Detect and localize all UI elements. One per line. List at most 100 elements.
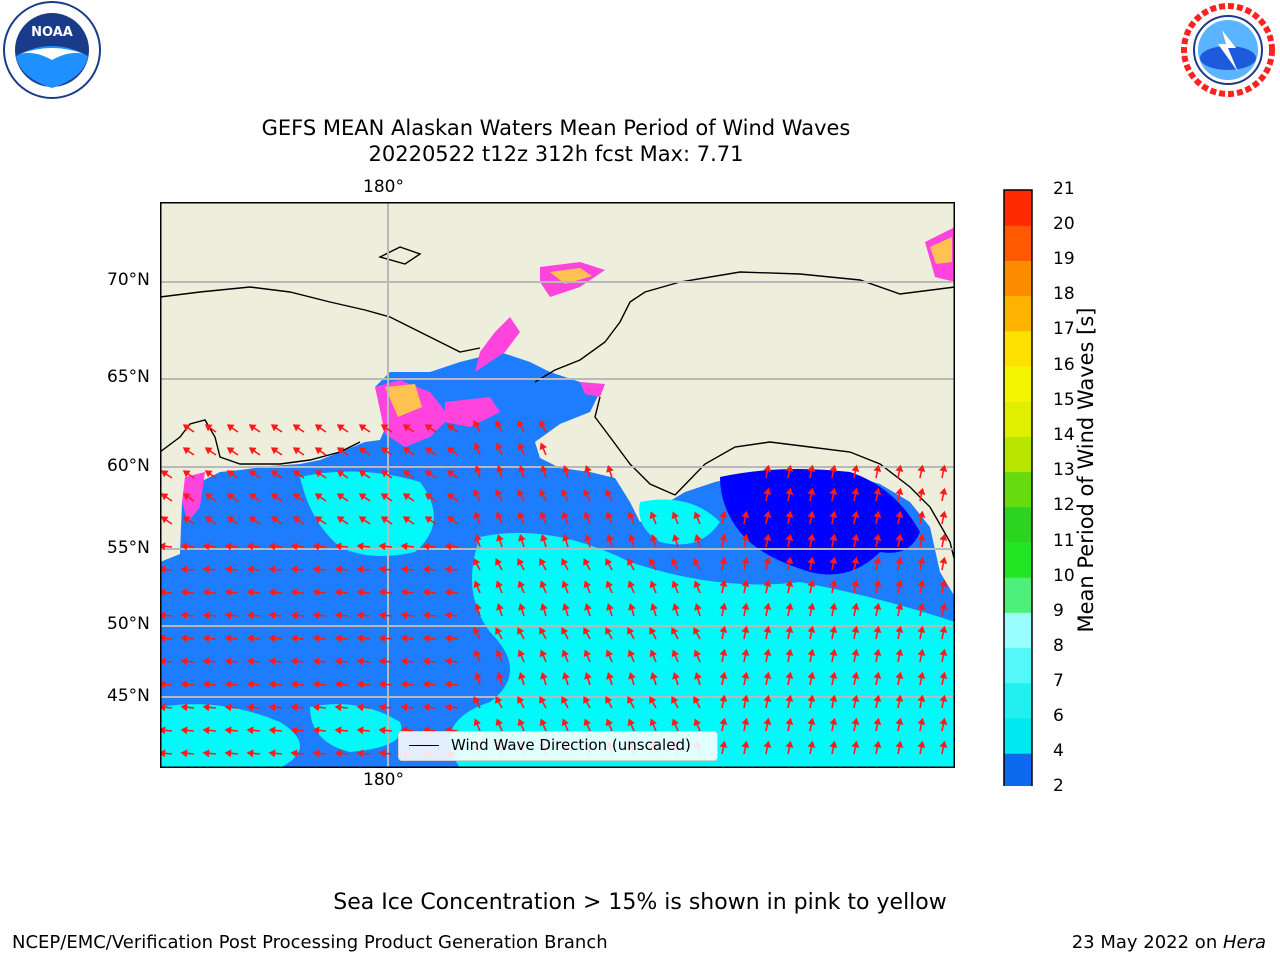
wind-wave-arrow-head [336,424,345,432]
wind-wave-arrow-head [719,694,728,703]
wind-wave-arrow-head [334,611,342,620]
wind-wave-arrow-head [518,465,526,473]
title-line-2: 20220522 t12z 312h fcst Max: 7.71 [368,142,744,166]
wind-wave-arrow-head [180,611,188,620]
wind-wave-arrow-head [719,510,728,519]
wind-wave-arrow-head [473,696,481,704]
wind-wave-arrow-head [939,648,948,657]
wind-wave-arrow-head [807,464,816,473]
colorbar-tick-19: 19 [1053,249,1075,269]
wind-wave-arrow-head [939,602,948,611]
wind-wave-arrow-head [694,534,702,542]
wind-wave-arrow-head [763,487,772,496]
wind-wave-arrow-head [312,657,320,666]
wind-wave-arrow-head [358,516,367,524]
wind-wave-arrow-head [224,634,232,643]
wind-wave-arrow-head [378,657,386,666]
wind-wave-arrow-head [939,533,948,542]
wind-wave-arrow-head [422,542,430,551]
colorbar-segment [1004,718,1032,754]
wind-wave-arrow-head [873,671,882,680]
wind-wave-arrow-head [851,510,860,519]
wind-wave-arrow-head [917,648,926,657]
wind-wave-arrow-head [334,588,342,597]
wind-wave-arrow-head [517,442,525,451]
wind-wave-arrow-head [741,533,750,542]
wind-wave-arrow-head [807,579,816,588]
wind-wave-arrow-head [422,565,430,574]
wind-wave-arrow-head [160,680,166,689]
wind-wave-arrow-head [741,556,750,565]
wind-wave-arrow-head [314,470,323,478]
wind-wave-arrow-head [719,648,728,657]
wind-wave-arrow-head [829,740,838,749]
wind-wave-arrow-head [290,542,298,551]
wind-wave-arrow-head [473,489,481,497]
wind-wave-arrow-head [246,703,254,712]
wind-wave-arrow-head [807,556,816,565]
wind-wave-arrow-head [334,726,342,735]
wind-wave-arrow-head [402,447,411,455]
wind-wave-arrow-head [356,657,364,666]
wind-wave-arrow-head [290,703,298,712]
wind-wave-arrow-head [160,657,166,666]
wind-wave-arrow-head [561,511,569,520]
wind-wave-arrow-head [873,694,882,703]
wind-wave-arrow-head [606,603,614,611]
wind-wave-arrow-head [562,672,570,680]
wind-wave-arrow-head [444,680,452,689]
wind-wave-arrow-head [378,680,386,689]
wind-wave-arrow-head [202,749,210,758]
wind-wave-arrow-head [182,424,191,432]
wind-wave-arrow-head [496,534,504,542]
wind-wave-arrow-head [180,726,188,735]
colorbar-segment [1004,753,1032,786]
wind-wave-arrow-head [334,542,342,551]
map-legend: Wind Wave Direction (unscaled) [398,731,718,761]
wind-wave-arrow-head [424,493,433,501]
wind-wave-arrow-head [160,493,169,501]
wind-wave-arrow-head [446,470,455,478]
wind-wave-arrow-head [785,487,794,496]
wind-wave-arrow-head [649,718,657,727]
wind-wave-arrow-head [873,740,882,749]
wind-wave-arrow-head [829,694,838,703]
wind-wave-arrow-head [939,717,948,726]
colorbar-tick-10: 10 [1053,566,1075,586]
wind-wave-arrow-head [517,718,525,727]
wind-wave-arrow-head [334,703,342,712]
colorbar-segment [1004,682,1032,719]
wind-wave-arrow-head [270,470,279,478]
wind-wave-arrow-head [561,718,569,727]
wind-wave-arrow-head [561,627,569,635]
wind-wave-arrow-head [583,649,591,658]
wind-wave-arrow-head [518,534,526,542]
wind-wave-arrow-head [378,565,386,574]
wind-wave-arrow-head [741,510,750,519]
wind-wave-arrow-head [829,579,838,588]
wind-wave-arrow-head [202,657,210,666]
wind-wave-arrow-head [671,558,679,566]
wind-wave-arrow-head [763,625,772,634]
wind-wave-arrow-head [474,603,482,611]
wind-wave-arrow-head [290,726,298,735]
wind-wave-arrow-head [829,625,838,634]
wind-wave-arrow-head [763,510,772,519]
wind-wave-arrow-head [224,726,232,735]
wind-wave-arrow-head [807,648,816,657]
wind-wave-arrow-head [268,588,276,597]
wind-wave-arrow-head [444,565,452,574]
colorbar-tick-14: 14 [1053,425,1075,445]
wind-wave-arrow-head [444,634,452,643]
wind-wave-arrow-head [270,516,279,524]
wind-wave-arrow-head [356,634,364,643]
wind-wave-arrow-head [785,464,794,473]
wind-wave-arrow-head [785,671,794,680]
wind-wave-arrow-head [202,588,210,597]
wind-wave-arrow-head [160,470,169,478]
wind-wave-arrow-head [649,696,657,704]
wind-wave-arrow-head [495,420,503,428]
wind-wave-arrow-head [334,565,342,574]
wind-wave-arrow-head [741,625,750,634]
colorbar-tick-20: 20 [1053,214,1075,234]
